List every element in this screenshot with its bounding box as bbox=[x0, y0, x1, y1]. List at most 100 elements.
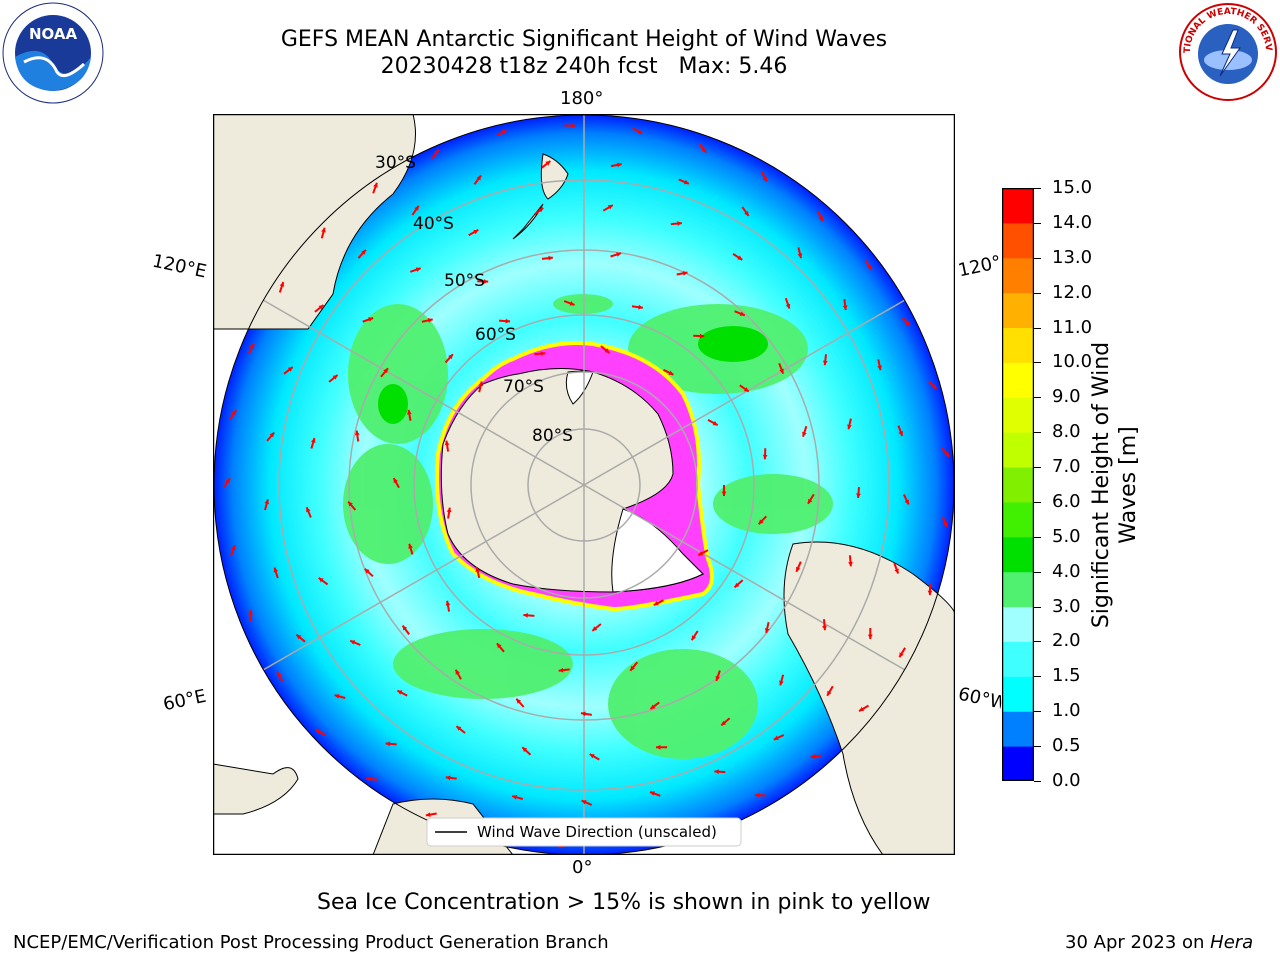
lat-label-80s: 80°S bbox=[532, 426, 573, 446]
wave-arrow-head bbox=[721, 720, 727, 726]
wave-arrow-head bbox=[847, 424, 852, 430]
wave-arrow-head bbox=[540, 351, 546, 356]
wave-arrow-head bbox=[607, 205, 613, 210]
colorbar-tick-mark bbox=[1034, 467, 1041, 469]
colorbar-tick-label: 2.0 bbox=[1052, 630, 1081, 652]
wave-arrow-head bbox=[425, 812, 431, 817]
wave-arrow-head bbox=[604, 348, 610, 353]
wave-arrow-head bbox=[797, 253, 803, 259]
wave-arrow-head bbox=[734, 582, 740, 588]
wind-wave-arrows bbox=[223, 123, 950, 849]
wave-arrow-head bbox=[712, 420, 718, 426]
wave-arrow-head bbox=[287, 367, 293, 372]
wave-arrow-head bbox=[715, 675, 720, 681]
colorbar-label: Significant Height of Wind Waves [m] bbox=[1089, 341, 1141, 629]
colorbar-tick-label: 13.0 bbox=[1052, 246, 1093, 268]
wave-arrow-head bbox=[682, 271, 688, 276]
wave-arrow-head bbox=[743, 387, 749, 392]
wave-arrow-head bbox=[248, 610, 254, 615]
wave-arrow-head bbox=[475, 567, 480, 572]
colorbar-segment bbox=[1002, 536, 1034, 573]
wave-arrow-head bbox=[558, 667, 564, 673]
wave-arrow-head bbox=[318, 305, 324, 310]
wave-arrow-head bbox=[714, 769, 719, 775]
colorbar-tick-label: 9.0 bbox=[1052, 386, 1081, 408]
wave-arrow-head bbox=[393, 478, 398, 484]
wave-arrow-head bbox=[656, 744, 661, 750]
wave-arrow-head bbox=[402, 625, 408, 631]
colorbar-tick-label: 4.0 bbox=[1052, 560, 1081, 582]
noaa-logo-icon: NOAA bbox=[2, 2, 104, 104]
wave-arrow-head bbox=[779, 368, 784, 374]
wave-arrow-head bbox=[414, 205, 419, 211]
lon-label-120e: 120°E bbox=[150, 250, 209, 283]
footer-date: 30 Apr 2023 on Hera bbox=[1065, 932, 1254, 953]
nws-logo-icon: NATIONAL WEATHER SERVICE bbox=[1178, 2, 1277, 101]
wave-arrow-head bbox=[264, 499, 270, 505]
wave-arrow-head bbox=[408, 543, 413, 549]
footer-branch: NCEP/EMC/Verification Post Processing Pr… bbox=[13, 932, 609, 953]
colorbar-tick-mark bbox=[1034, 641, 1041, 643]
colorbar-tick-mark bbox=[1034, 257, 1041, 259]
wave-arrow-head bbox=[638, 304, 643, 310]
wave-arrow-head bbox=[894, 568, 899, 574]
wave-arrow-head bbox=[581, 711, 586, 717]
wave-arrow-head bbox=[445, 600, 451, 606]
wave-arrow-head bbox=[699, 333, 705, 339]
colorbar-segment bbox=[1002, 397, 1034, 433]
wave-arrow-head bbox=[802, 431, 807, 437]
wave-arrow-head bbox=[739, 311, 745, 316]
colorbar-tick-mark bbox=[1034, 362, 1041, 364]
wave-arrow-head bbox=[448, 354, 453, 360]
colorbar-segment bbox=[1002, 606, 1034, 642]
wave-arrow-head bbox=[444, 440, 450, 446]
colorbar-tick-label: 3.0 bbox=[1052, 595, 1081, 617]
wave-arrow-head bbox=[523, 613, 528, 618]
wave-arrow-head bbox=[315, 729, 321, 734]
wave-arrow-head bbox=[385, 741, 391, 747]
wave-arrow-head bbox=[668, 370, 674, 375]
colorbar-tick-label: 15.0 bbox=[1052, 177, 1093, 198]
colorbar-segment bbox=[1002, 676, 1034, 712]
colorbar-segment bbox=[1002, 501, 1034, 538]
wave-arrow-head bbox=[592, 626, 598, 631]
wave-arrow-head bbox=[653, 601, 659, 606]
colorbar-tick-mark bbox=[1034, 432, 1041, 434]
lon-label-0: 0° bbox=[572, 857, 593, 878]
colorbar-segment bbox=[1002, 292, 1034, 329]
wave-arrow-head bbox=[589, 754, 595, 759]
wave-arrow-head bbox=[904, 499, 909, 505]
wave-arrow-head bbox=[721, 491, 727, 496]
lon-label-180: 180° bbox=[560, 88, 604, 109]
colorbar-tick-label: 1.0 bbox=[1052, 700, 1081, 722]
graticule bbox=[214, 115, 954, 855]
wave-arrow-head bbox=[905, 321, 911, 327]
colorbar-tick-label: 10.0 bbox=[1052, 351, 1093, 373]
wave-arrow-head bbox=[366, 776, 371, 782]
colorbar-segment bbox=[1002, 467, 1034, 503]
wave-arrow-head bbox=[501, 130, 507, 135]
colorbar-tick-mark bbox=[1034, 676, 1041, 678]
wave-arrow-head bbox=[273, 567, 279, 573]
colorbar-tick-mark bbox=[1034, 746, 1041, 748]
wave-arrow-head bbox=[446, 507, 452, 513]
lat-label-50s: 50°S bbox=[444, 271, 485, 291]
wave-arrow-head bbox=[306, 507, 311, 513]
wave-arrow-head bbox=[581, 800, 587, 805]
wave-arrow-head bbox=[785, 303, 791, 309]
wave-arrow-head bbox=[827, 690, 832, 696]
lon-label-60e: 60°E bbox=[161, 685, 208, 716]
colorbar-tick-label: 0.0 bbox=[1052, 770, 1081, 791]
wave-arrow-head bbox=[231, 545, 236, 551]
colorbar-segment bbox=[1002, 641, 1034, 677]
wave-arrow-head bbox=[427, 318, 433, 323]
wave-arrow-head bbox=[332, 375, 338, 380]
colorbar-tick-label: 14.0 bbox=[1052, 211, 1093, 233]
wave-arrow-head bbox=[476, 175, 481, 181]
lat-label-70s: 70°S bbox=[503, 377, 544, 397]
wave-arrow-head bbox=[698, 551, 704, 556]
colorbar-segment bbox=[1002, 222, 1034, 259]
wave-arrow-head bbox=[822, 625, 827, 631]
wave-arrow-head bbox=[279, 282, 285, 287]
wave-arrow-head bbox=[569, 301, 575, 306]
